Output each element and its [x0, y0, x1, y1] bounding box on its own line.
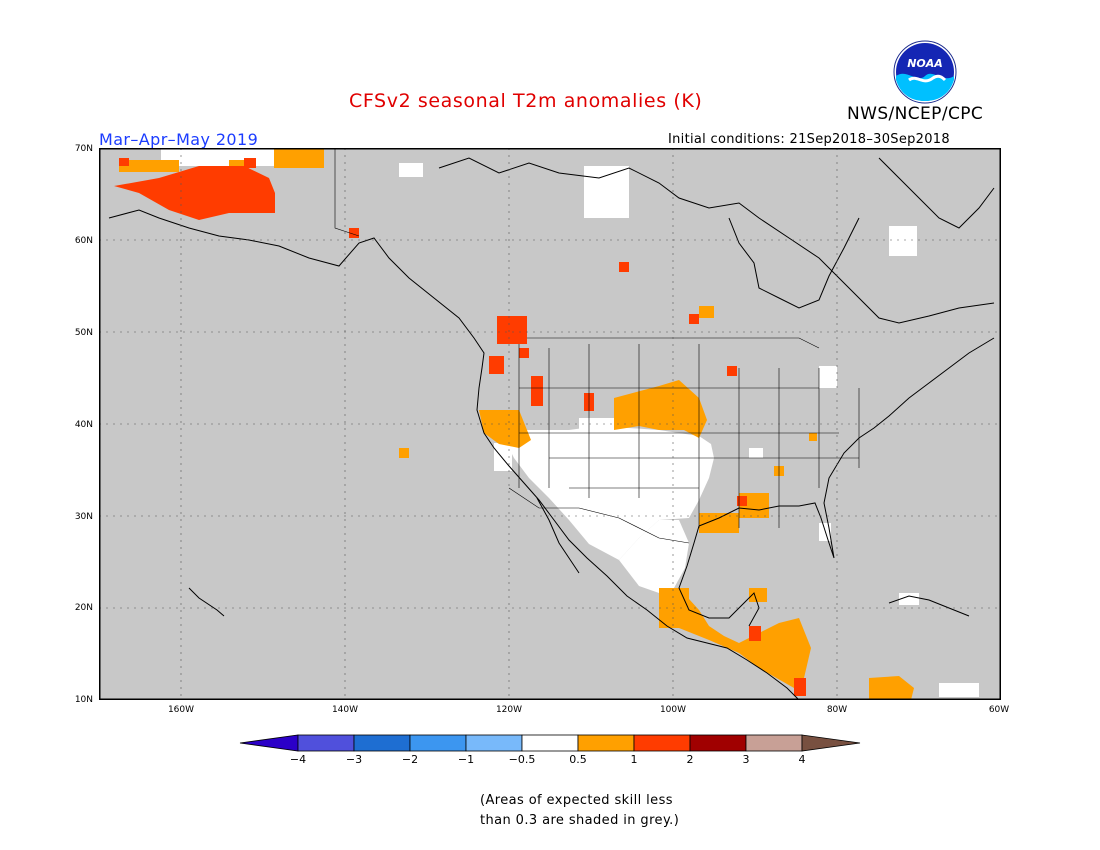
lon-label: 140W [331, 705, 359, 715]
colorbar-swatch [297, 734, 355, 752]
lat-label: 40N [74, 420, 93, 430]
colorbar-swatch [689, 734, 747, 752]
colorbar [239, 734, 861, 752]
anomaly-map [99, 148, 1001, 700]
colorbar-label: −1 [457, 753, 475, 766]
skill-note-line1: (Areas of expected skill less [480, 793, 673, 808]
lat-label: 60N [74, 236, 93, 246]
noaa-logo: NOAA [893, 40, 957, 104]
colorbar-label: −2 [401, 753, 419, 766]
noaa-logo-text: NOAA [907, 57, 943, 70]
colorbar-swatch [239, 734, 299, 752]
colorbar-swatch [353, 734, 411, 752]
map-frame [99, 148, 1001, 700]
lat-label: 50N [74, 328, 93, 338]
near-normal-region [161, 148, 979, 697]
lon-label: 80W [826, 705, 848, 715]
colorbar-swatch [633, 734, 691, 752]
colorbar-swatch [801, 734, 861, 752]
lat-label: 30N [74, 512, 93, 522]
colorbar-label: 4 [798, 753, 806, 766]
colorbar-label: 0.5 [569, 753, 587, 766]
colorbar-swatch [521, 734, 579, 752]
colorbar-swatch [745, 734, 803, 752]
coastlines [108, 157, 995, 700]
lat-label: 70N [74, 144, 93, 154]
skill-note-line2: than 0.3 are shaded in grey.) [480, 813, 680, 828]
lat-lon-grid [99, 148, 1001, 700]
colorbar-swatch [465, 734, 523, 752]
colorbar-swatch [409, 734, 467, 752]
colorbar-label: −4 [289, 753, 307, 766]
lon-label: 100W [659, 705, 687, 715]
colorbar-label: 1 [630, 753, 638, 766]
map-title: CFSv2 seasonal T2m anomalies (K) [349, 90, 703, 112]
initial-conditions-label: Initial conditions: 21Sep2018–30Sep2018 [668, 132, 950, 147]
political-borders [334, 148, 860, 544]
agency-label: NWS/NCEP/CPC [847, 104, 984, 124]
lon-label: 160W [167, 705, 195, 715]
season-label: Mar–Apr–May 2019 [99, 130, 259, 149]
colorbar-label: 3 [742, 753, 750, 766]
colorbar-label: −3 [345, 753, 363, 766]
lat-label: 10N [74, 695, 93, 705]
colorbar-swatch [577, 734, 635, 752]
lon-label: 120W [495, 705, 523, 715]
colorbar-label: −0.5 [508, 753, 536, 766]
colorbar-label: 2 [686, 753, 694, 766]
lat-label: 20N [74, 603, 93, 613]
lon-label: 60W [988, 705, 1010, 715]
